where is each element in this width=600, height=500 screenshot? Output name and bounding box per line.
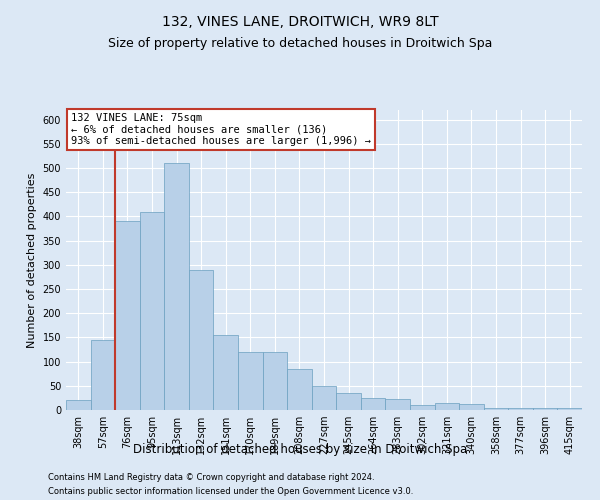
Bar xyxy=(66,400,91,410)
Text: Contains HM Land Registry data © Crown copyright and database right 2024.: Contains HM Land Registry data © Crown c… xyxy=(48,472,374,482)
Text: Distribution of detached houses by size in Droitwich Spa: Distribution of detached houses by size … xyxy=(133,442,467,456)
Bar xyxy=(361,398,385,410)
Bar xyxy=(189,270,214,410)
Bar xyxy=(214,335,238,410)
Bar xyxy=(336,393,361,410)
Y-axis label: Number of detached properties: Number of detached properties xyxy=(27,172,37,348)
Bar xyxy=(385,400,410,410)
Text: 132 VINES LANE: 75sqm
← 6% of detached houses are smaller (136)
93% of semi-deta: 132 VINES LANE: 75sqm ← 6% of detached h… xyxy=(71,113,371,146)
Bar xyxy=(459,404,484,410)
Bar xyxy=(508,408,533,410)
Bar xyxy=(312,386,336,410)
Text: Contains public sector information licensed under the Open Government Licence v3: Contains public sector information licen… xyxy=(48,488,413,496)
Bar xyxy=(164,163,189,410)
Bar xyxy=(557,408,582,410)
Bar xyxy=(287,369,312,410)
Bar xyxy=(140,212,164,410)
Bar xyxy=(238,352,263,410)
Bar xyxy=(533,408,557,410)
Bar xyxy=(263,352,287,410)
Bar xyxy=(115,222,140,410)
Bar xyxy=(484,408,508,410)
Bar xyxy=(91,340,115,410)
Text: 132, VINES LANE, DROITWICH, WR9 8LT: 132, VINES LANE, DROITWICH, WR9 8LT xyxy=(161,15,439,29)
Text: Size of property relative to detached houses in Droitwich Spa: Size of property relative to detached ho… xyxy=(108,38,492,51)
Bar xyxy=(410,405,434,410)
Bar xyxy=(434,402,459,410)
